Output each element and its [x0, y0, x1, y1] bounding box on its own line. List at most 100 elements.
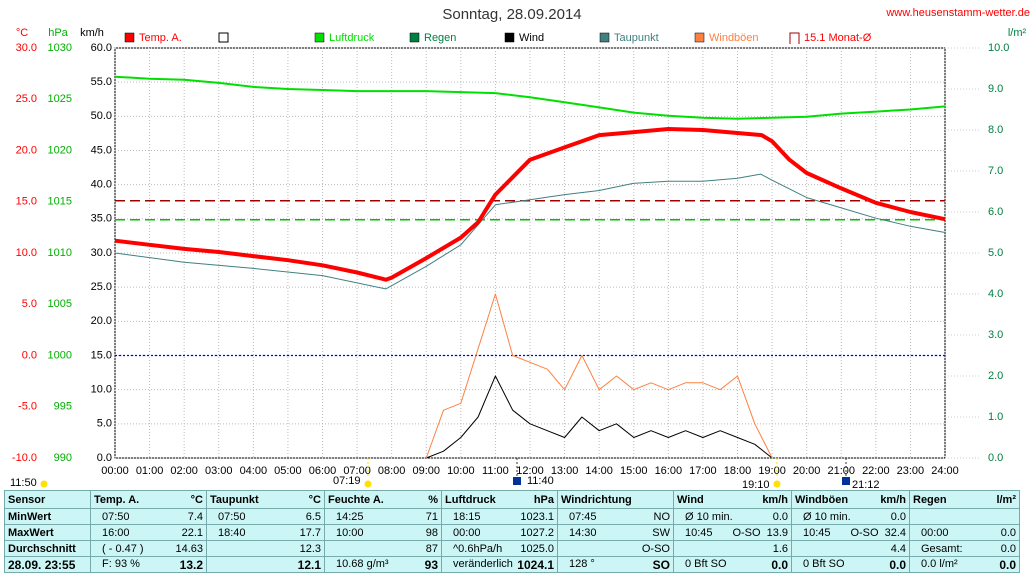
cell-text: Ø 10 min.: [685, 510, 733, 523]
cell-text: 10:45: [803, 526, 831, 539]
table-cell: 87: [324, 540, 442, 557]
cell-text: 0.0 l/m²: [921, 557, 958, 570]
y-tick-label: 25.0: [16, 93, 37, 105]
cell-text: 0.0: [889, 557, 906, 572]
cell-text: NO: [653, 510, 671, 523]
cell-text: 0.0: [1000, 542, 1016, 555]
x-tick-label: 04:00: [240, 465, 268, 477]
legend-swatch: [504, 32, 515, 43]
y-tick-label: 3.0: [988, 329, 1003, 341]
cell-text: 13.2: [179, 557, 203, 572]
table-cell: 10:45 O-SO 13.9: [673, 524, 792, 541]
table-cell: MinWert: [4, 508, 91, 525]
table-cell: 0 Bft SO 0.0: [673, 556, 792, 573]
table-cell: Luftdruck hPa: [441, 490, 558, 509]
table-cell: F: 93 % 13.2: [90, 556, 207, 573]
table-cell: Ø 10 min. 0.0: [673, 508, 792, 525]
cell-text: °C: [308, 493, 321, 506]
axis-unit: km/h: [80, 27, 104, 39]
table-cell: 0.0 l/m² 0.0: [909, 556, 1020, 573]
axis-unit: hPa: [48, 27, 68, 39]
y-tick-label: 10.0: [91, 384, 112, 396]
cell-text: 0.0: [1000, 526, 1016, 539]
x-tick-label: 09:00: [412, 465, 440, 477]
table-cell: 4.4: [791, 540, 910, 557]
sun-icon: [40, 480, 48, 488]
y-tick-label: 0.0: [97, 452, 112, 464]
cell-text: 14.63: [175, 542, 203, 555]
y-tick-label: 30.0: [91, 247, 112, 259]
x-tick-label: 24:00: [931, 465, 959, 477]
table-cell: 00:00 1027.2: [441, 524, 558, 541]
cell-text: l/m²: [996, 493, 1016, 506]
cell-text: ( - 0.47 ): [102, 542, 144, 555]
table-cell: 07:50 7.4: [90, 508, 207, 525]
cell-text: 0.0: [890, 510, 906, 523]
legend-label: 15.1 Monat-Ø: [804, 32, 872, 44]
cell-text: ^0.6hPa/h: [453, 542, 503, 555]
cell-text: Windrichtung: [561, 493, 632, 506]
cell-text: 00:00: [453, 526, 481, 539]
y-tick-label: 0.0: [988, 452, 1003, 464]
series-line: [426, 375, 773, 459]
cell-text: Sensor: [8, 493, 46, 506]
cell-text: 1.6: [772, 542, 788, 555]
x-tick-label: 05:00: [274, 465, 302, 477]
legend-swatch: [789, 32, 800, 44]
cell-text: F: 93 %: [102, 557, 140, 570]
cell-text: 00:00: [921, 526, 949, 539]
y-tick-label: 995: [54, 401, 72, 413]
series-line: [425, 293, 773, 459]
table-cell: Sensor: [4, 490, 91, 509]
cell-text: Windböen: [795, 493, 849, 506]
cell-text: 14:25: [336, 510, 364, 523]
cell-text: 17.7: [299, 526, 321, 539]
chart: Sonntag, 28.09.2014 www.heusenstamm-wett…: [10, 6, 1030, 490]
x-tick-label: 18:00: [724, 465, 752, 477]
cell-text: 10.68 g/m³: [336, 557, 389, 570]
x-tick-label: 01:00: [136, 465, 164, 477]
table-cell: 10:00 98: [324, 524, 442, 541]
sun-icon: [364, 480, 372, 488]
legend-label: Taupunkt: [614, 32, 659, 44]
x-tick-label: 22:00: [862, 465, 890, 477]
annotation: 19:10: [742, 479, 770, 490]
y-tick-label: 5.0: [97, 418, 112, 430]
cell-text: MinWert: [8, 510, 52, 523]
axis-unit: l/m²: [1008, 27, 1027, 39]
summary-table: Sensor Temp. A. °C Taupunkt °C Feuchte A.% Luf…: [4, 490, 1020, 573]
cell-text: 18:15: [453, 510, 481, 523]
cell-text: %: [428, 493, 438, 506]
x-tick-label: 23:00: [897, 465, 925, 477]
sun-icon: [773, 480, 781, 488]
x-tick-label: 20:00: [793, 465, 821, 477]
x-tick-label: 00:00: [101, 465, 129, 477]
cell-text: 7.4: [187, 510, 203, 523]
cell-text: Durchschnitt: [8, 542, 76, 555]
x-tick-label: 17:00: [689, 465, 717, 477]
y-tick-label: 25.0: [91, 281, 112, 293]
y-tick-label: 20.0: [91, 315, 112, 327]
axis-unit: °C: [16, 27, 28, 39]
legend-label: Windböen: [709, 32, 759, 44]
cell-text: 10:45: [685, 526, 713, 539]
y-tick-label: 10.0: [988, 42, 1009, 54]
cell-text: 1023.1: [520, 510, 554, 523]
y-tick-label: 1.0: [988, 411, 1003, 423]
legend-swatch: [599, 32, 610, 43]
table-cell: Wind km/h: [673, 490, 792, 509]
cell-text: SW: [652, 526, 670, 539]
x-tick-label: 10:00: [447, 465, 475, 477]
cell-text: km/h: [762, 493, 788, 506]
table-cell: 14:30 SW: [557, 524, 674, 541]
cell-text: 98: [425, 526, 438, 539]
y-tick-label: 4.0: [988, 288, 1003, 300]
cell-text: Wind: [677, 493, 704, 506]
cell-text: Gesamt:: [921, 542, 963, 555]
table-row: Sensor Temp. A. °C Taupunkt °C Feuchte A.% Luf…: [4, 490, 1020, 509]
table-cell: 128 ° SO: [557, 556, 674, 573]
table-row: 28.09. 23:55 F: 93 % 13.2 12.1 10.68 g/m³ 93 v…: [4, 556, 1020, 573]
table-cell: 28.09. 23:55: [4, 556, 91, 573]
cell-text: 22.1: [181, 526, 203, 539]
cell-text: 07:45: [569, 510, 597, 523]
